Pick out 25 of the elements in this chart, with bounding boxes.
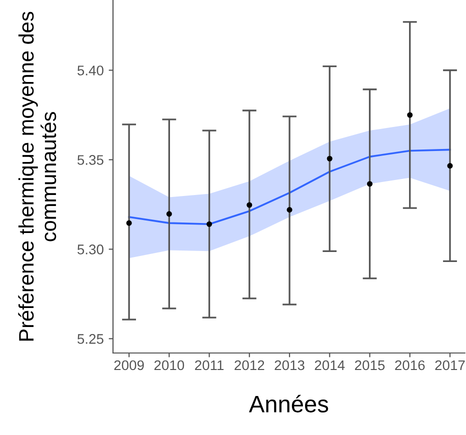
y-tick-label: 5.35 <box>78 155 104 165</box>
x-tick-label: 2009 <box>114 360 144 370</box>
y-axis-title: Préférence thermique moyenne des communautés <box>18 12 56 341</box>
x-tick-label: 2017 <box>435 360 465 370</box>
y-tick-label: 5.25 <box>78 334 104 344</box>
x-tick-label: 2015 <box>355 360 385 370</box>
point <box>407 112 413 118</box>
point <box>126 220 132 226</box>
point <box>326 156 332 162</box>
x-tick-label: 2013 <box>274 360 304 370</box>
point <box>286 207 292 213</box>
point <box>366 181 373 187</box>
y-tick-label: 5.40 <box>78 66 104 76</box>
line-series <box>128 148 451 226</box>
point <box>246 202 252 208</box>
x-tick-label: 2011 <box>195 360 224 370</box>
x-axis-title: Années <box>248 394 328 412</box>
x-tick-label: 2014 <box>314 360 345 370</box>
point <box>166 211 172 217</box>
y-tick-label: 5.30 <box>78 244 104 254</box>
x-tick-label: 2010 <box>154 360 184 370</box>
x-tick-label: 2016 <box>395 360 425 370</box>
point <box>206 221 212 227</box>
point <box>447 163 453 169</box>
x-tick-label: 2012 <box>234 360 264 370</box>
